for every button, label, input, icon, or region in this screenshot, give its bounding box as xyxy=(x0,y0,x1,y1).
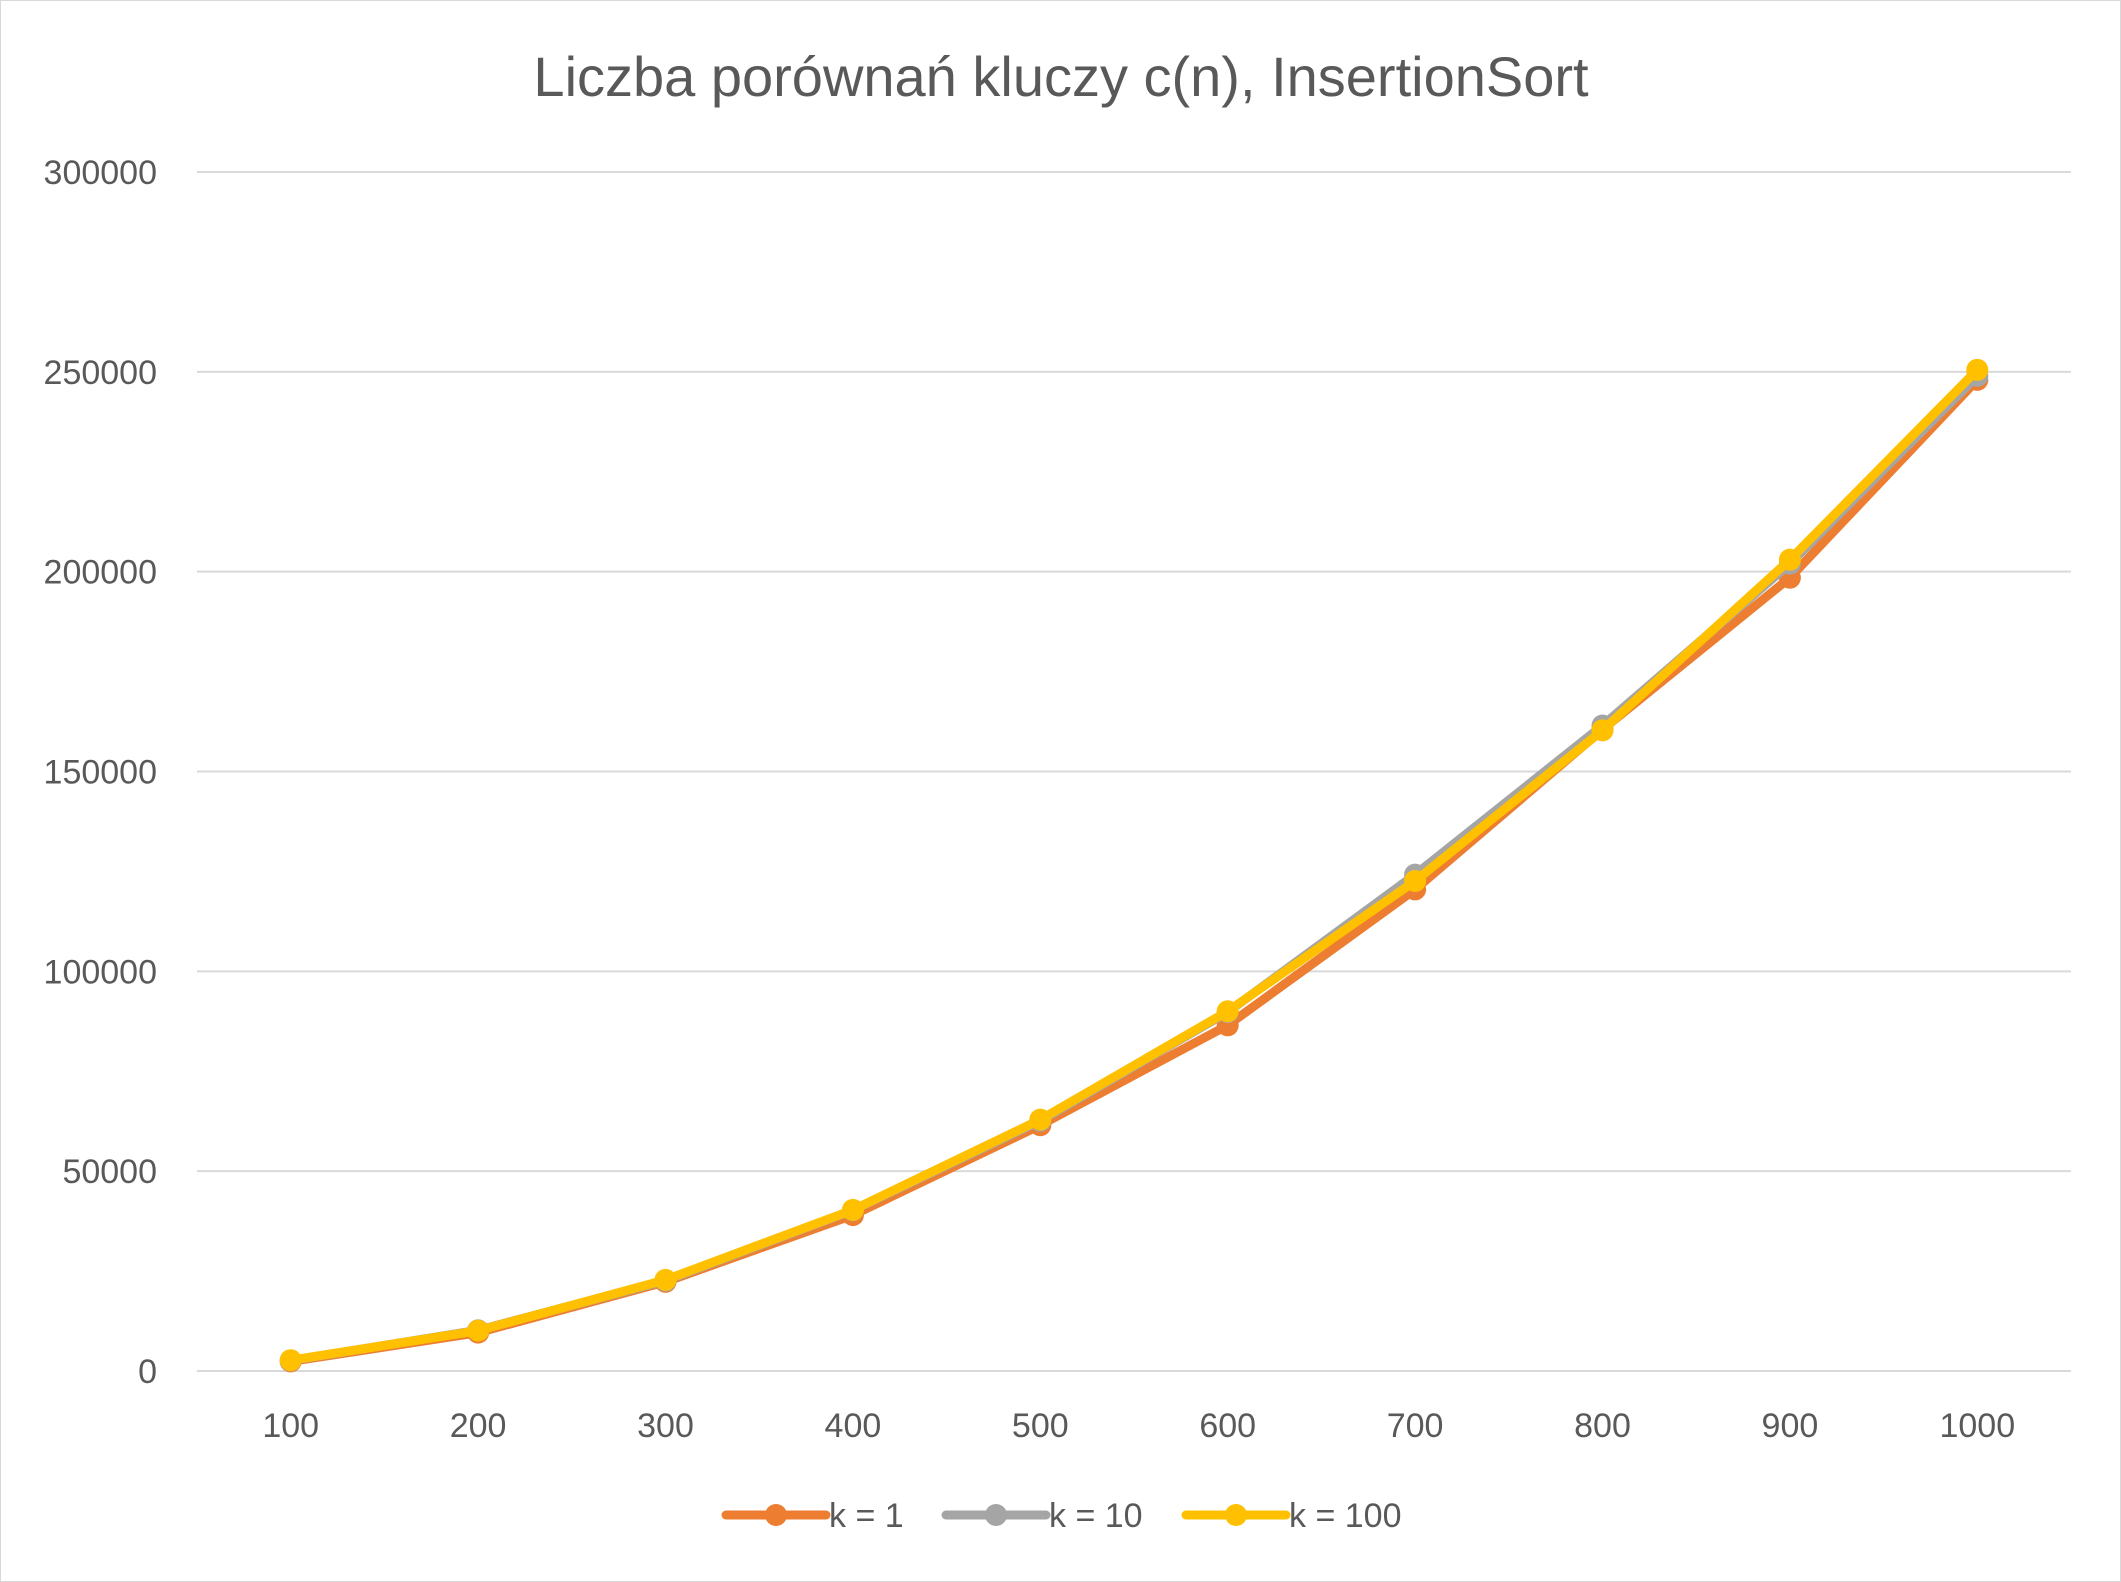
legend-swatch-marker xyxy=(985,1504,1007,1526)
y-tick-label: 300000 xyxy=(44,154,157,192)
x-tick-label: 300 xyxy=(637,1407,694,1445)
y-tick-label: 0 xyxy=(138,1353,157,1391)
x-tick-label: 600 xyxy=(1199,1407,1256,1445)
series-line xyxy=(286,365,1982,1365)
legend-label: k = 1 xyxy=(829,1497,904,1535)
chart-title: Liczba porównań kluczy c(n), InsertionSo… xyxy=(533,45,1589,108)
data-point xyxy=(1029,1108,1052,1131)
y-tick-label: 200000 xyxy=(44,554,157,592)
series-0 xyxy=(279,368,1989,1373)
data-point xyxy=(279,1349,302,1372)
data-point xyxy=(467,1319,490,1342)
legend-entry: k = 1 xyxy=(721,1497,904,1535)
x-tick-label: 1000 xyxy=(1939,1407,2015,1445)
legend-label: k = 100 xyxy=(1289,1497,1401,1535)
data-point xyxy=(654,1268,677,1291)
x-tick-label: 700 xyxy=(1387,1407,1444,1445)
data-point xyxy=(841,1198,864,1221)
x-tick-label: 500 xyxy=(1012,1407,1069,1445)
legend-swatch-marker xyxy=(1225,1504,1247,1526)
x-tick-label: 400 xyxy=(825,1407,882,1445)
gridlines xyxy=(197,171,2071,1372)
legend-entry: k = 10 xyxy=(941,1497,1143,1535)
data-point xyxy=(1216,1000,1239,1023)
series-lines xyxy=(279,358,1989,1373)
y-axis-labels: 0 50000 100000 150000 200000 250000 300000 xyxy=(44,154,157,1391)
data-point xyxy=(1778,548,1801,571)
data-point xyxy=(1404,870,1427,893)
x-tick-label: 900 xyxy=(1762,1407,1819,1445)
y-tick-label: 50000 xyxy=(62,1153,157,1191)
data-point xyxy=(1966,358,1989,381)
legend-label: k = 10 xyxy=(1049,1497,1143,1535)
series-line xyxy=(286,371,1982,1366)
y-tick-label: 250000 xyxy=(44,354,157,392)
legend-swatch-marker xyxy=(765,1504,787,1526)
series-line xyxy=(286,375,1982,1366)
legend-entry: k = 100 xyxy=(1181,1497,1401,1535)
x-tick-label: 800 xyxy=(1574,1407,1631,1445)
series-1 xyxy=(279,364,1989,1372)
y-tick-label: 150000 xyxy=(44,754,157,792)
legend: k = 1 k = 10 k = 100 xyxy=(721,1497,1401,1535)
x-tick-label: 200 xyxy=(450,1407,507,1445)
y-tick-label: 100000 xyxy=(44,953,157,991)
x-axis-labels: 100 200 300 400 500 600 700 800 900 1000 xyxy=(262,1407,2015,1445)
data-point xyxy=(1591,719,1614,742)
x-tick-label: 100 xyxy=(262,1407,319,1445)
series-2 xyxy=(279,358,1989,1372)
